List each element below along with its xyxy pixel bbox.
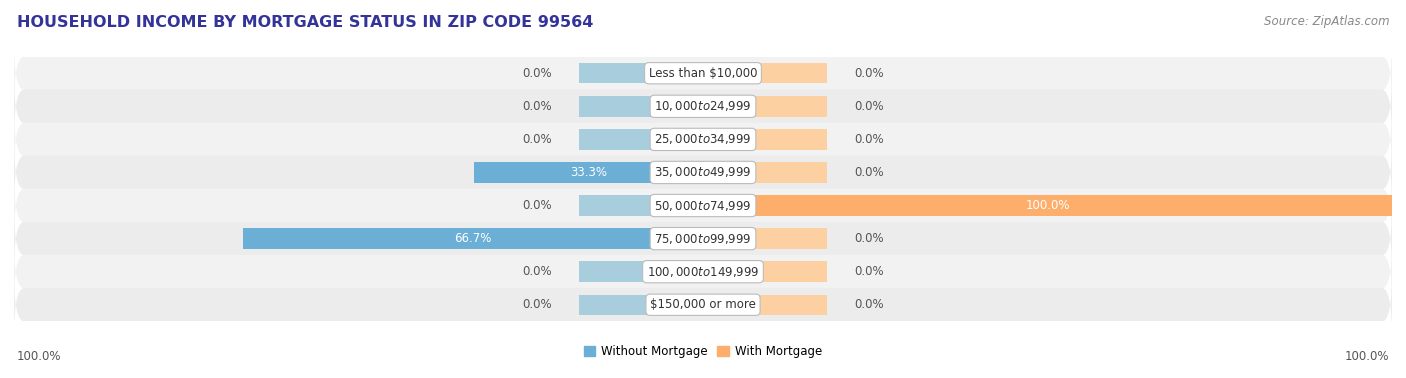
Bar — [703, 262, 827, 282]
Bar — [703, 63, 827, 84]
Text: 0.0%: 0.0% — [522, 133, 551, 146]
Bar — [474, 162, 703, 183]
Bar — [703, 129, 827, 150]
Text: $75,000 to $99,999: $75,000 to $99,999 — [654, 232, 752, 246]
Bar — [579, 294, 703, 315]
Text: $150,000 or more: $150,000 or more — [650, 298, 756, 311]
Text: $35,000 to $49,999: $35,000 to $49,999 — [654, 166, 752, 180]
Text: Less than $10,000: Less than $10,000 — [648, 67, 758, 80]
Text: $50,000 to $74,999: $50,000 to $74,999 — [654, 198, 752, 212]
Bar — [579, 63, 703, 84]
Bar — [703, 96, 827, 116]
FancyBboxPatch shape — [14, 40, 1392, 106]
Text: 0.0%: 0.0% — [855, 67, 884, 80]
Text: 66.7%: 66.7% — [454, 232, 492, 245]
Text: $100,000 to $149,999: $100,000 to $149,999 — [647, 265, 759, 279]
Text: 0.0%: 0.0% — [522, 67, 551, 80]
Text: 0.0%: 0.0% — [855, 133, 884, 146]
Bar — [703, 294, 827, 315]
Text: Source: ZipAtlas.com: Source: ZipAtlas.com — [1264, 15, 1389, 28]
Text: 0.0%: 0.0% — [522, 199, 551, 212]
Bar — [703, 228, 827, 249]
Bar — [579, 96, 703, 116]
FancyBboxPatch shape — [14, 140, 1392, 205]
Bar — [243, 228, 703, 249]
Text: 0.0%: 0.0% — [522, 265, 551, 278]
Text: 0.0%: 0.0% — [855, 265, 884, 278]
FancyBboxPatch shape — [14, 74, 1392, 139]
Bar — [703, 195, 1392, 216]
Text: $25,000 to $34,999: $25,000 to $34,999 — [654, 132, 752, 146]
Bar — [703, 162, 827, 183]
FancyBboxPatch shape — [14, 173, 1392, 238]
FancyBboxPatch shape — [14, 206, 1392, 271]
Text: 0.0%: 0.0% — [522, 100, 551, 113]
Text: 0.0%: 0.0% — [855, 232, 884, 245]
Text: 0.0%: 0.0% — [855, 100, 884, 113]
Legend: Without Mortgage, With Mortgage: Without Mortgage, With Mortgage — [579, 341, 827, 363]
Text: 0.0%: 0.0% — [855, 298, 884, 311]
Text: 100.0%: 100.0% — [1344, 350, 1389, 363]
Bar — [579, 262, 703, 282]
Text: HOUSEHOLD INCOME BY MORTGAGE STATUS IN ZIP CODE 99564: HOUSEHOLD INCOME BY MORTGAGE STATUS IN Z… — [17, 15, 593, 30]
Text: 0.0%: 0.0% — [522, 298, 551, 311]
FancyBboxPatch shape — [14, 107, 1392, 172]
FancyBboxPatch shape — [14, 239, 1392, 304]
Bar — [579, 129, 703, 150]
Text: 100.0%: 100.0% — [17, 350, 62, 363]
Text: 33.3%: 33.3% — [569, 166, 607, 179]
Text: $10,000 to $24,999: $10,000 to $24,999 — [654, 99, 752, 113]
Bar — [579, 195, 703, 216]
FancyBboxPatch shape — [14, 272, 1392, 338]
Text: 0.0%: 0.0% — [855, 166, 884, 179]
Text: 100.0%: 100.0% — [1025, 199, 1070, 212]
